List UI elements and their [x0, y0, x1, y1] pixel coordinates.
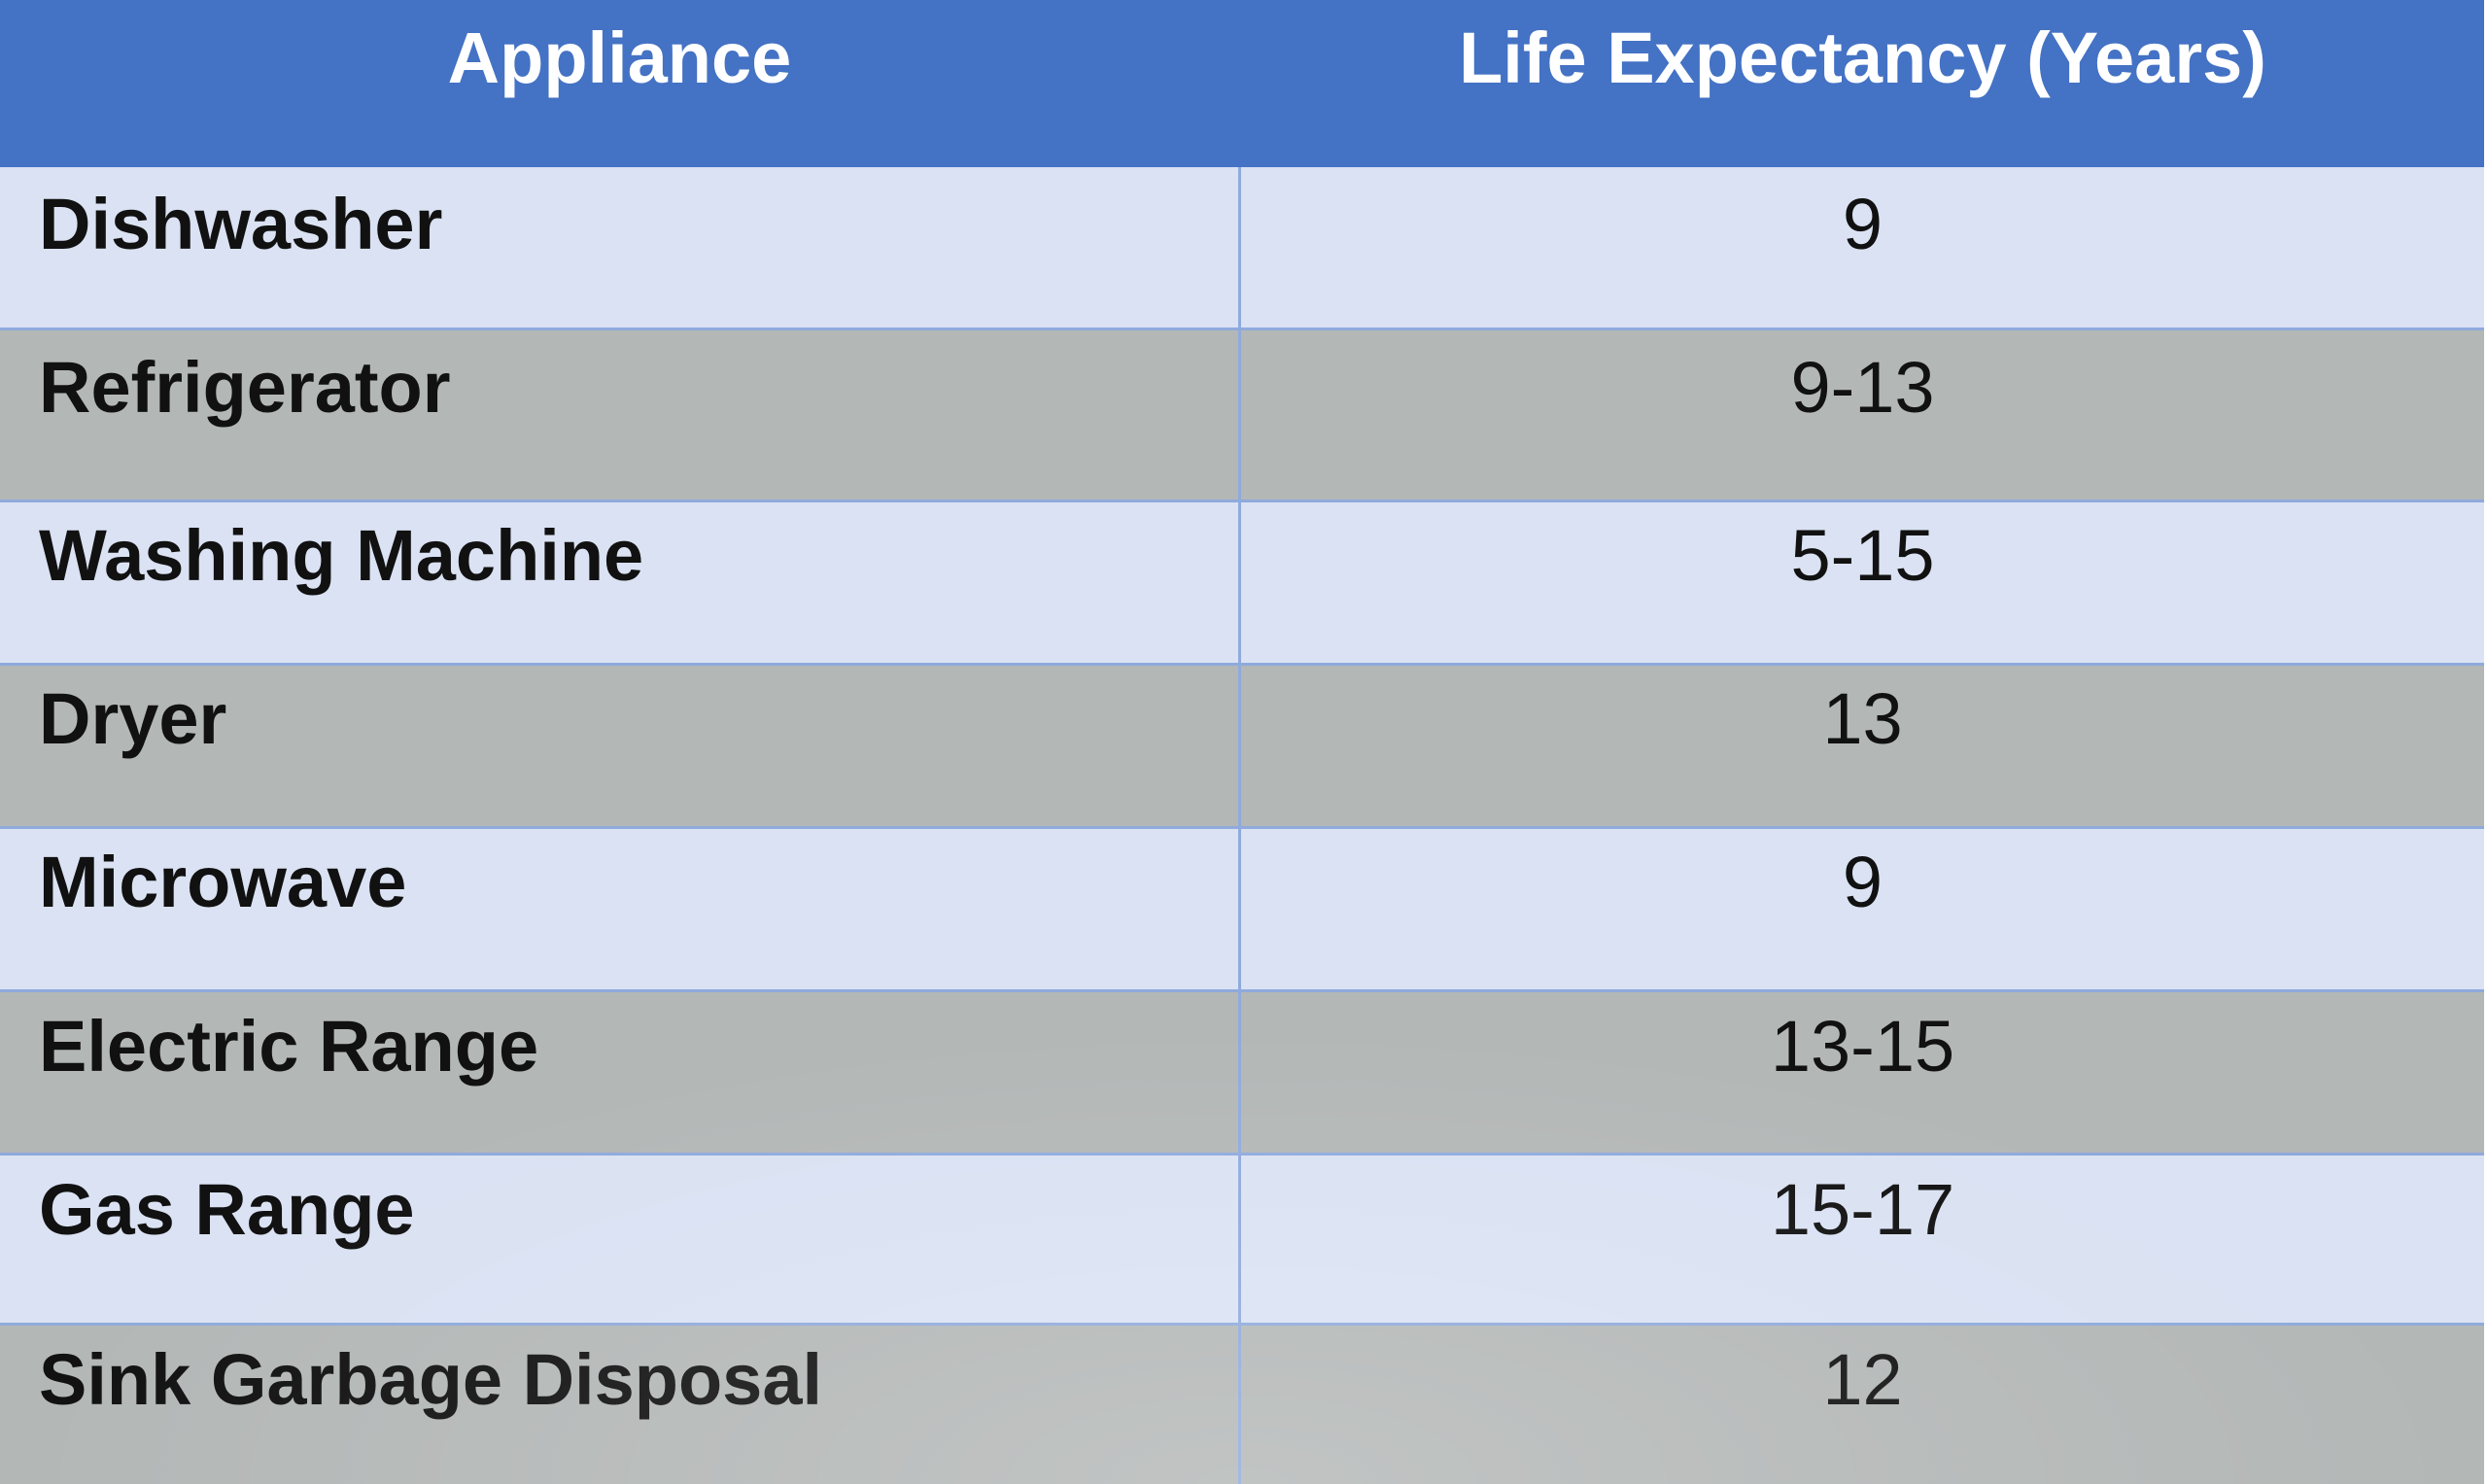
- life-expectancy-cell: 9-13: [1790, 347, 1935, 428]
- table-row: Dishwasher 9: [0, 167, 2484, 330]
- table-row: Sink Garbage Disposal 12: [0, 1326, 2484, 1484]
- appliance-cell: Gas Range: [39, 1169, 415, 1250]
- appliance-cell: Dishwasher: [39, 184, 443, 264]
- header-appliance: Appliance: [447, 17, 792, 98]
- life-expectancy-cell: 12: [1822, 1339, 1903, 1420]
- appliance-cell: Dryer: [39, 678, 227, 759]
- life-expectancy-cell: 9: [1842, 842, 1883, 922]
- header-life-expectancy: Life Expectancy (Years): [1459, 17, 2266, 98]
- appliance-cell: Refrigerator: [39, 347, 451, 428]
- life-expectancy-cell: 9: [1842, 184, 1883, 264]
- table-row: Washing Machine 5-15: [0, 502, 2484, 666]
- table-row: Microwave 9: [0, 829, 2484, 992]
- table-row: Refrigerator 9-13: [0, 330, 2484, 502]
- appliance-cell: Microwave: [39, 842, 407, 922]
- table-header-row: Appliance Life Expectancy (Years): [0, 0, 2484, 167]
- column-divider: [1238, 167, 1241, 1484]
- appliance-cell: Electric Range: [39, 1006, 539, 1087]
- life-expectancy-cell: 13-15: [1770, 1006, 1955, 1087]
- appliance-cell: Washing Machine: [39, 515, 644, 596]
- life-expectancy-cell: 15-17: [1770, 1169, 1955, 1250]
- table-row: Dryer 13: [0, 666, 2484, 829]
- life-expectancy-cell: 13: [1822, 678, 1903, 759]
- table-row: Gas Range 15-17: [0, 1156, 2484, 1326]
- life-expectancy-cell: 5-15: [1790, 515, 1935, 596]
- table-row: Electric Range 13-15: [0, 992, 2484, 1156]
- appliance-cell: Sink Garbage Disposal: [39, 1339, 823, 1420]
